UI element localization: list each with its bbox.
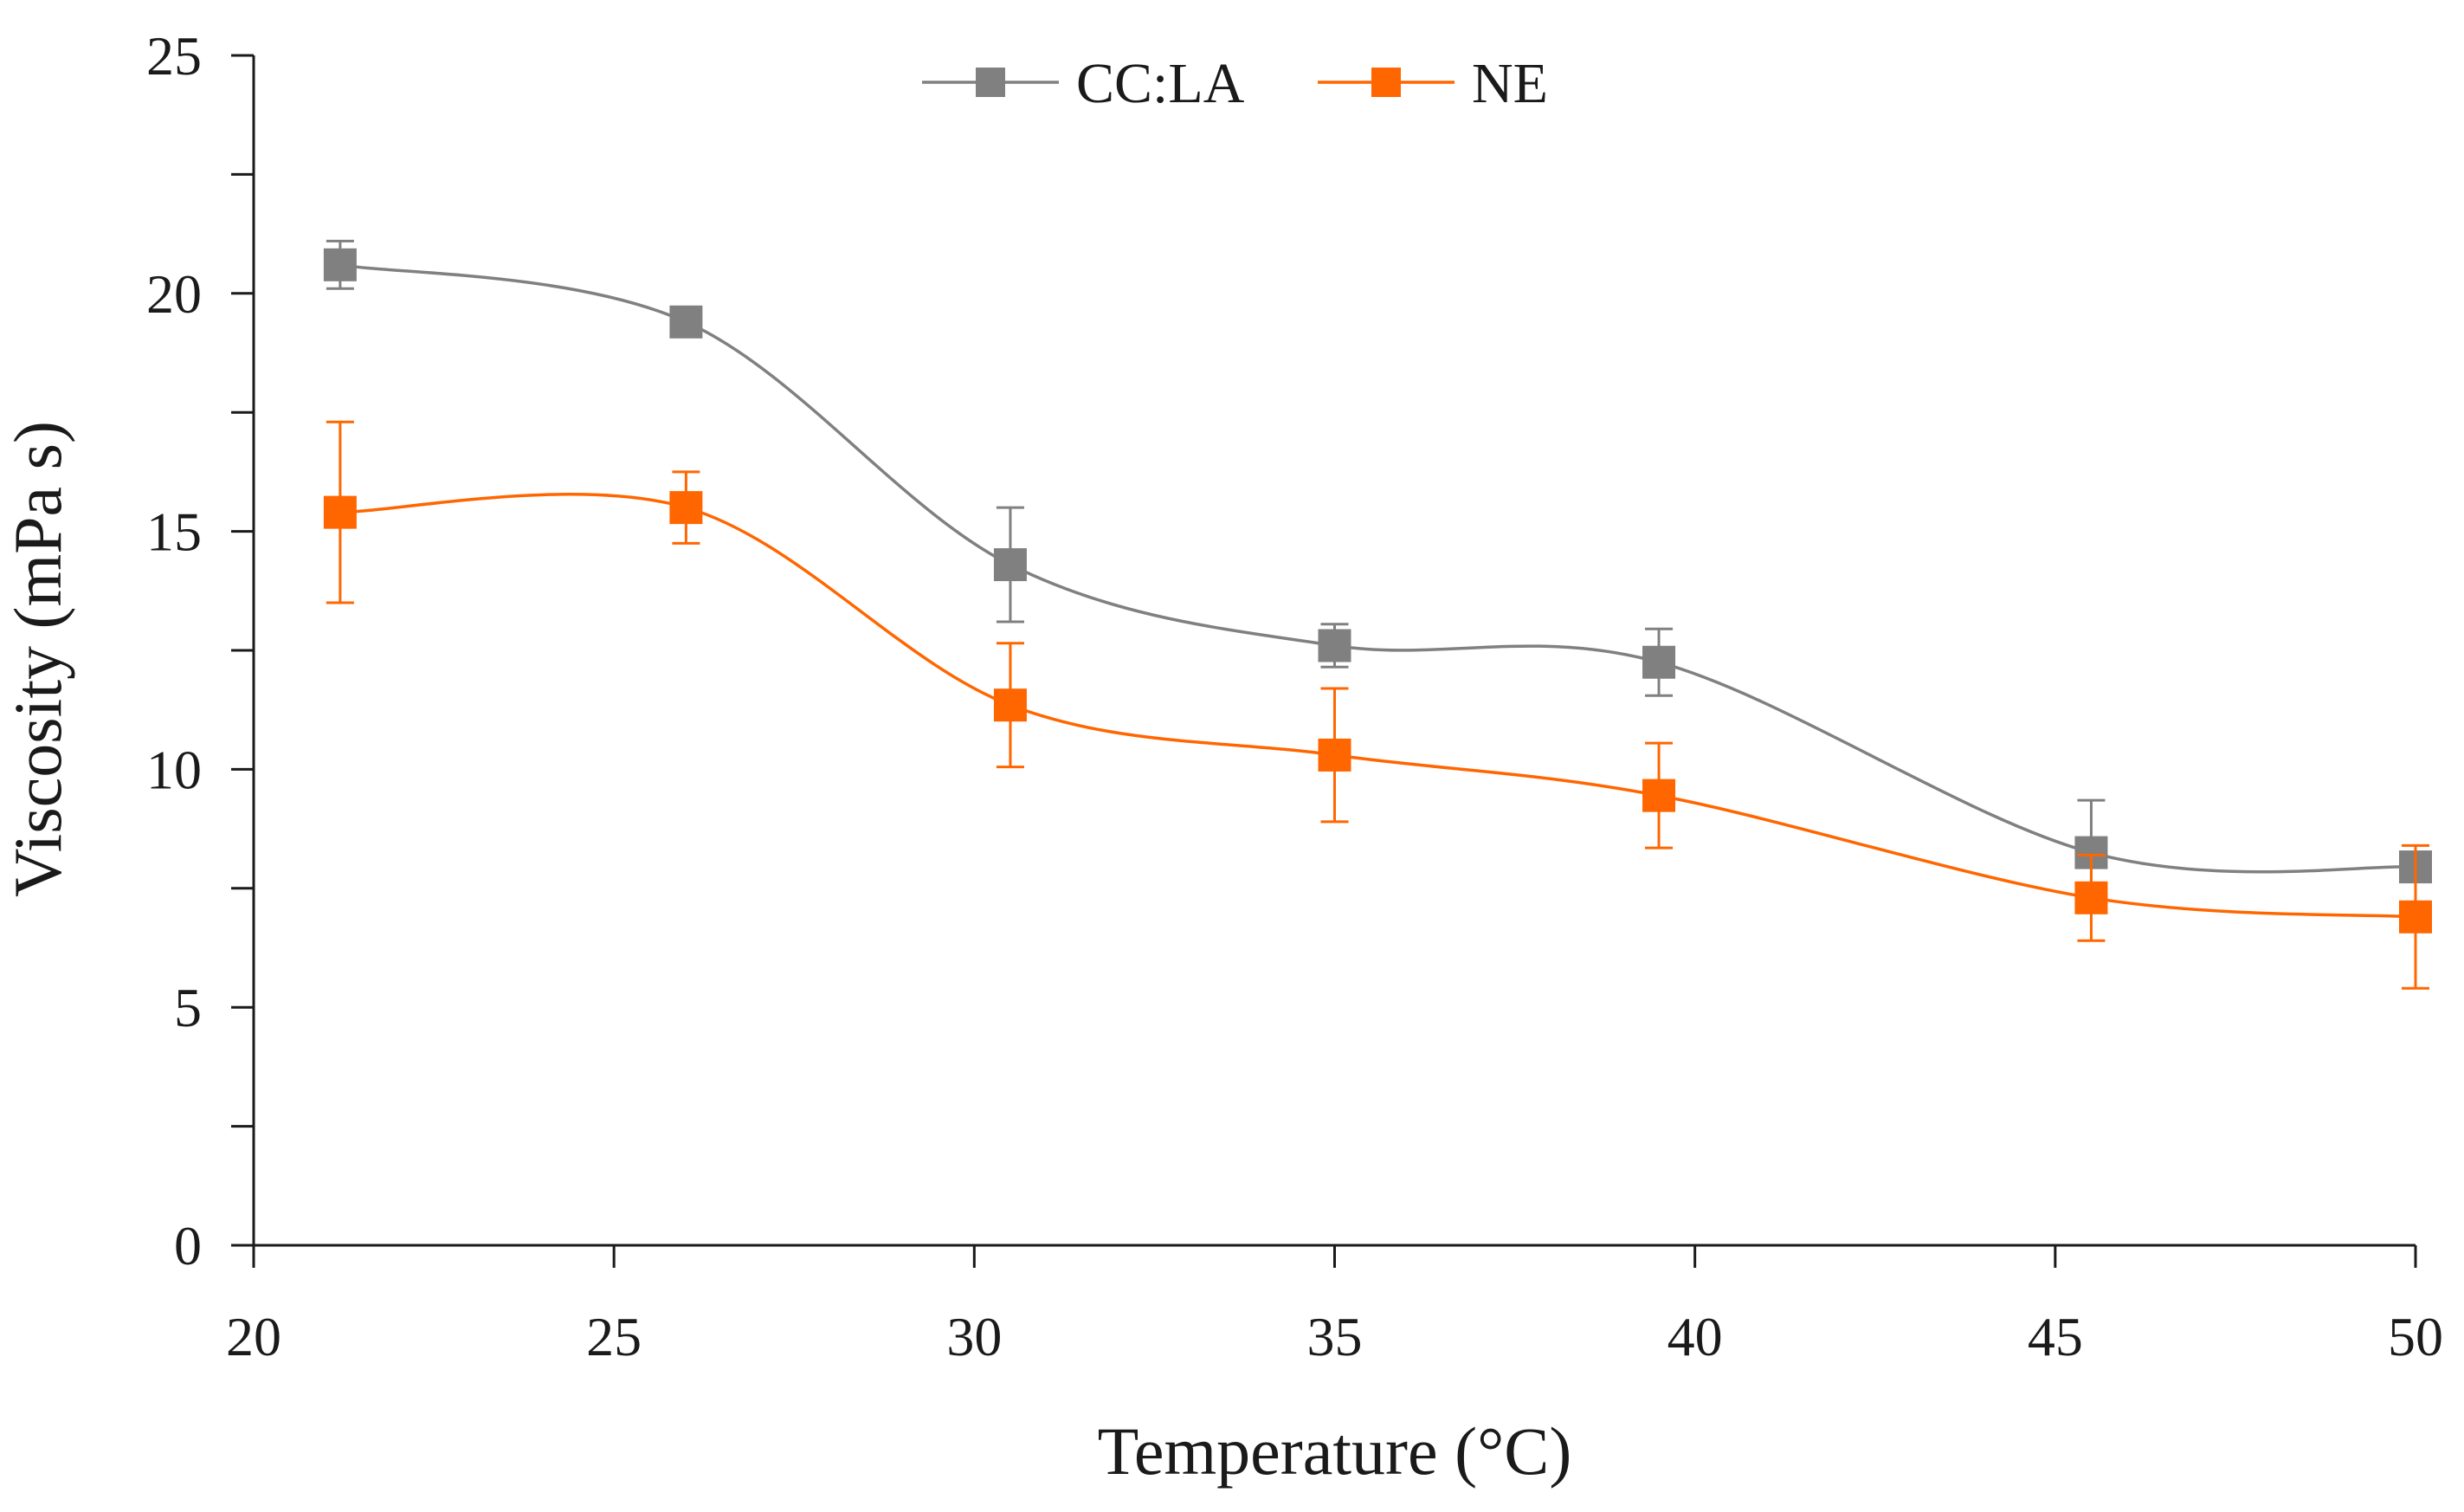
y-tick-label: 5 [174, 977, 202, 1038]
legend-label: NE [1472, 52, 1548, 115]
series-layer [323, 239, 2432, 990]
x-tick-label: 35 [1307, 1306, 1363, 1367]
x-tick-label: 20 [226, 1306, 281, 1367]
data-point-cc-la [993, 548, 1027, 582]
data-point-cc-la [1318, 629, 1351, 662]
data-point-ne [2074, 881, 2108, 914]
y-axis-title: Viscosity (mPa s) [0, 421, 75, 897]
legend-item-ne: NE [1318, 52, 1548, 115]
y-tick-label: 0 [174, 1215, 202, 1276]
data-point-ne [1318, 738, 1351, 772]
data-point-ne [993, 688, 1027, 722]
x-tick-label: 30 [946, 1306, 1002, 1367]
x-tick-label: 40 [1667, 1306, 1723, 1367]
y-tick-label: 20 [146, 263, 202, 325]
legend-marker [976, 68, 1005, 97]
axes: 0 5 10 15 20 25 20 25 30 35 40 45 50 [146, 25, 2443, 1367]
y-tick-label: 10 [146, 739, 202, 800]
data-point-ne [1642, 779, 1676, 812]
x-tick-label: 50 [2388, 1306, 2443, 1367]
y-tick-label: 25 [146, 25, 202, 87]
data-point-cc-la [1642, 645, 1676, 679]
x-axis-title: Temperature (°C) [1098, 1413, 1572, 1489]
data-point-cc-la [323, 248, 357, 281]
series-cc-la [323, 239, 2432, 907]
data-point-ne [2399, 900, 2432, 934]
data-point-ne [669, 491, 703, 525]
y-tick-label: 15 [146, 501, 202, 563]
legend-item-cc-la: CC:LA [922, 52, 1245, 115]
legend-label: CC:LA [1076, 52, 1245, 115]
data-point-cc-la [669, 305, 703, 339]
x-tick-label: 25 [586, 1306, 642, 1367]
series-line-cc-la [339, 263, 2416, 874]
data-point-ne [323, 495, 357, 529]
legend-marker [1371, 68, 1401, 97]
x-tick-label: 45 [2028, 1306, 2083, 1367]
series-ne [323, 420, 2432, 990]
legend: CC:LA NE [922, 52, 1548, 115]
